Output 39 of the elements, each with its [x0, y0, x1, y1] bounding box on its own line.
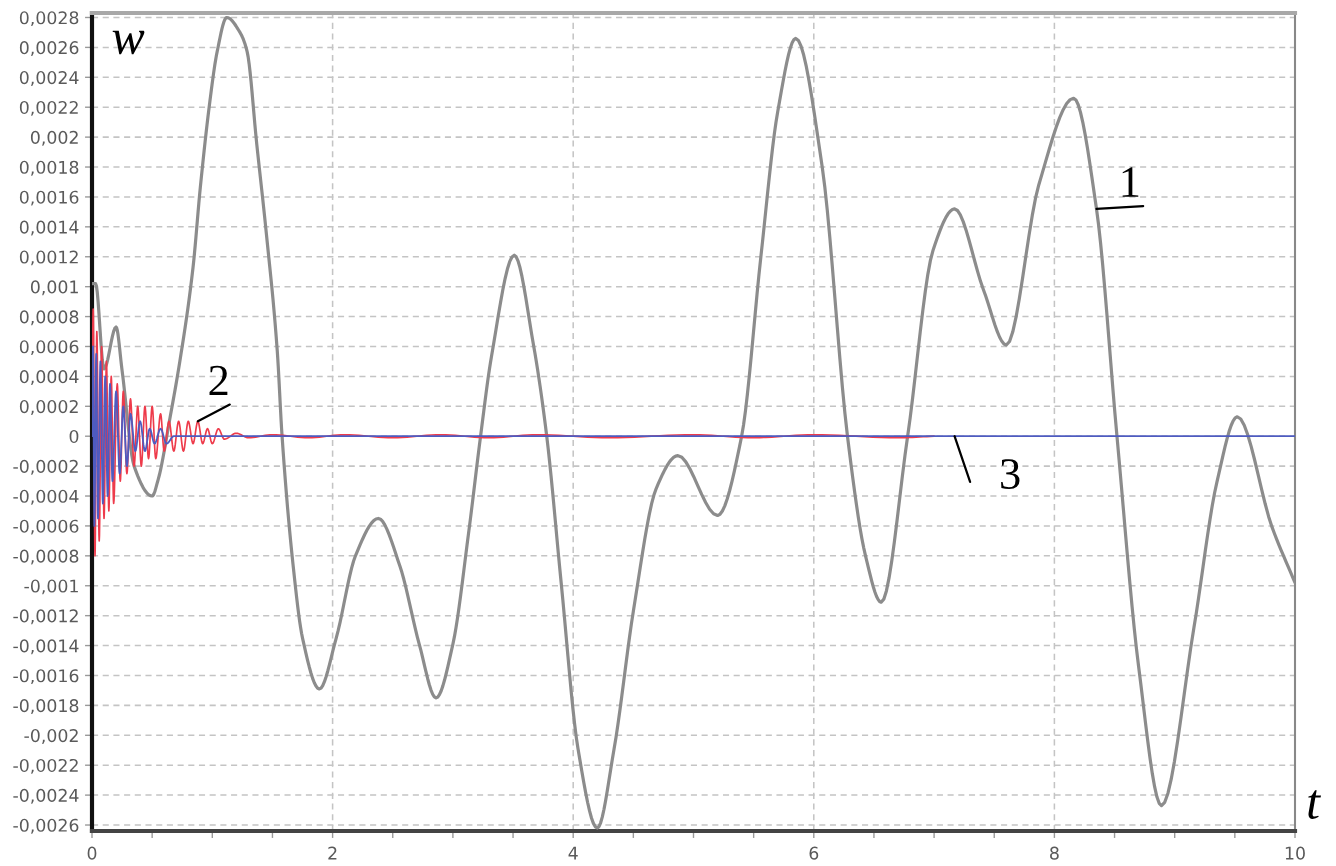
y-tick-label: -0,0006: [13, 519, 79, 535]
x-tick-label: 6: [809, 846, 819, 860]
y-tick-label: -0,0008: [13, 549, 79, 565]
y-tick-label: 0,0028: [19, 11, 79, 27]
y-axis-title: w: [112, 30, 145, 55]
y-tick-label: -0,002: [24, 729, 78, 744]
y-tick-label: 0,0004: [19, 370, 79, 385]
y-tick-label: 0,001: [30, 280, 78, 296]
x-tick-label: 8: [1050, 846, 1059, 860]
y-tick-label: 0,0022: [19, 100, 78, 116]
y-tick-label: 0,0024: [19, 71, 79, 86]
y-tick-label: -0,001: [24, 579, 78, 595]
y-tick-label: -0,0014: [13, 639, 79, 655]
y-tick-label: 0,0016: [19, 190, 79, 206]
annotation: 2: [209, 365, 228, 396]
y-tick-label: 0,0018: [19, 160, 79, 176]
x-tick-label: 10: [1285, 846, 1305, 860]
y-tick-label: 0,0012: [19, 250, 78, 266]
x-tick-label: 2: [328, 846, 337, 860]
y-tick-label: 0,002: [30, 130, 78, 146]
y-tick-label: -0,0022: [13, 758, 78, 774]
y-tick-label: -0,0018: [13, 699, 79, 714]
annotation: 3: [1001, 459, 1020, 489]
y-tick-label: -0,0002: [13, 459, 78, 475]
y-tick-label: -0,0024: [13, 788, 79, 804]
y-tick-label: 0,0006: [19, 340, 79, 356]
y-tick-label: 0,0008: [19, 310, 79, 326]
y-tick-label: 0,0014: [19, 220, 79, 236]
annotation: 1: [1122, 167, 1139, 197]
y-tick-label: 0: [69, 429, 79, 444]
y-tick-label: 0,0026: [19, 41, 79, 57]
y-tick-label: -0,0016: [13, 669, 79, 685]
y-tick-label: 0,0002: [19, 400, 78, 415]
x-tick-label: 4: [568, 846, 578, 860]
y-tick-label: -0,0026: [13, 818, 79, 834]
y-tick-label: -0,0004: [13, 489, 79, 505]
y-tick-label: -0,0012: [13, 609, 78, 625]
x-axis-title: t: [1308, 790, 1321, 819]
x-tick-label: 0: [87, 846, 97, 860]
